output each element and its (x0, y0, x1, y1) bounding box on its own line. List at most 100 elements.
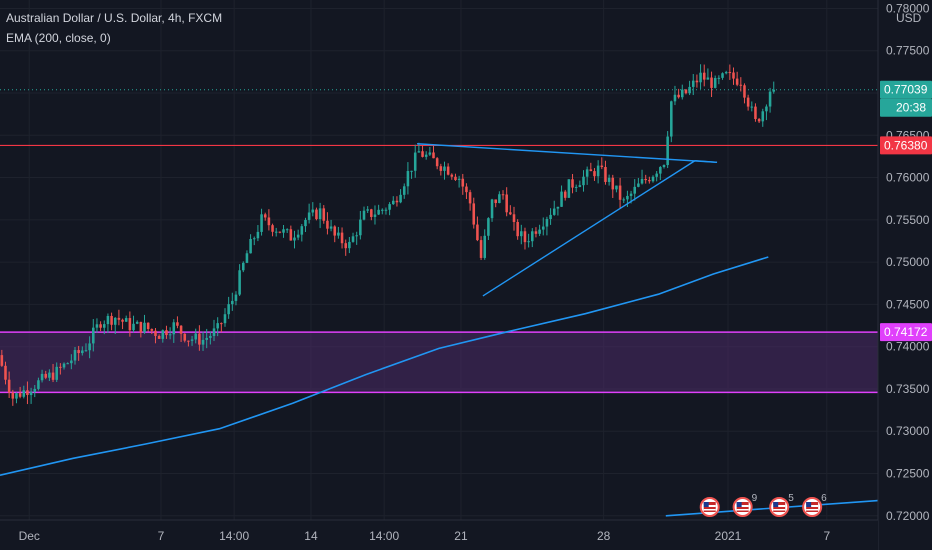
candle-body (713, 78, 717, 88)
time-axis[interactable]: Dec 7 14:00 14 14:00 21 28 2021 7 (0, 519, 878, 550)
candle-body (11, 392, 15, 399)
candle-body (424, 154, 428, 157)
candle-body (121, 319, 124, 322)
candle-body (139, 321, 143, 333)
countdown-bg (880, 98, 932, 117)
candle-body (724, 72, 728, 74)
candle-body (487, 218, 490, 236)
candle-body (406, 171, 410, 187)
candle-body (15, 393, 18, 399)
flag-stripe-white (703, 505, 716, 507)
candle-body (454, 176, 457, 180)
candle-body (655, 173, 658, 177)
candle-body (209, 335, 212, 338)
candle-body (300, 226, 304, 235)
candle-body (399, 194, 402, 203)
candle-body (267, 217, 271, 226)
us-flag-icon[interactable]: 6 (802, 493, 827, 517)
candle-body (66, 363, 69, 365)
candle-body (710, 77, 713, 88)
x-tick-label: 21 (454, 529, 468, 543)
candle-body (622, 199, 626, 201)
candle-body (626, 195, 629, 200)
candle-body (684, 89, 688, 94)
candle-body (615, 185, 618, 190)
y-tick-label: 0.75500 (886, 213, 930, 227)
candle-body (370, 209, 373, 217)
candle-body (585, 169, 589, 177)
y-tick-label: 0.75000 (886, 255, 930, 269)
triangle-cap-line[interactable] (695, 159, 718, 164)
us-flag-icon[interactable]: 9 (732, 493, 758, 517)
candle-body (670, 101, 673, 137)
symbol-title[interactable]: Australian Dollar / U.S. Dollar, 4h, FXC… (6, 11, 223, 25)
x-tick-label: 28 (597, 529, 611, 543)
candle-body (567, 179, 571, 198)
candle-body (256, 231, 260, 239)
candle-body (70, 360, 73, 364)
candle-body (146, 322, 150, 329)
us-flag-icon[interactable]: 5 (769, 493, 794, 517)
candle-body (212, 328, 216, 336)
y-tick-label: 0.72500 (886, 466, 930, 480)
candle-body (165, 330, 168, 336)
candle-body (132, 323, 135, 331)
us-flag-icon[interactable] (699, 497, 720, 517)
candle-body (443, 166, 446, 171)
candle-body (355, 235, 358, 237)
candle-body (117, 317, 121, 320)
candle-body (366, 209, 369, 211)
resistance-price-badge: 0.76380 (880, 136, 932, 155)
candle-body (743, 85, 746, 98)
candle-body (124, 318, 128, 322)
candle-body (318, 208, 322, 220)
candle-body (629, 193, 633, 196)
last-price-badge: 0.77039 20:38 (880, 80, 932, 117)
candle-body (260, 214, 263, 232)
candle-body (168, 334, 172, 336)
candle-body (596, 165, 600, 177)
candle-body (293, 237, 296, 241)
candle-body (659, 167, 662, 174)
x-tick-label: 14 (304, 529, 318, 543)
candle-body (362, 210, 366, 220)
x-tick-label: 7 (158, 529, 165, 543)
triangle-trendlines[interactable] (417, 143, 718, 297)
candle-body (509, 212, 512, 215)
candle-body (604, 167, 607, 182)
candle-body (691, 80, 695, 87)
candle-body (666, 136, 669, 166)
candle-body (252, 238, 256, 240)
candle-body (593, 171, 596, 177)
candle-body (754, 106, 757, 120)
candle-body (410, 170, 413, 172)
candle-body (340, 232, 344, 244)
candle-body (373, 214, 377, 217)
y-tick-label: 0.77500 (886, 44, 930, 58)
candle-body (772, 89, 776, 92)
candle-body (706, 77, 710, 80)
badge-bg (880, 323, 932, 342)
indicator-label[interactable]: EMA (200, close, 0) (6, 31, 111, 45)
triangle-upper-line[interactable] (417, 143, 718, 164)
candle-body (51, 372, 55, 380)
candle-body (768, 91, 772, 107)
event-icons[interactable]: 9 5 6 (699, 493, 827, 517)
triangle-lower-line[interactable] (482, 160, 696, 297)
y-tick-label: 0.72000 (886, 509, 930, 523)
legend: Australian Dollar / U.S. Dollar, 4h, FXC… (6, 8, 222, 48)
y-tick-label: 0.73000 (886, 424, 930, 438)
candle-body (315, 209, 318, 220)
badge-value: 0.77039 (884, 83, 928, 97)
candle-body (81, 350, 84, 354)
candle-body (172, 322, 176, 335)
candle-body (84, 350, 88, 352)
candle-body (556, 206, 560, 209)
candles (0, 64, 776, 406)
candle-body (351, 236, 355, 242)
candle-body (388, 204, 391, 210)
candle-body (245, 253, 249, 263)
flag-stripe-white (703, 509, 716, 511)
candle-body (110, 315, 113, 325)
